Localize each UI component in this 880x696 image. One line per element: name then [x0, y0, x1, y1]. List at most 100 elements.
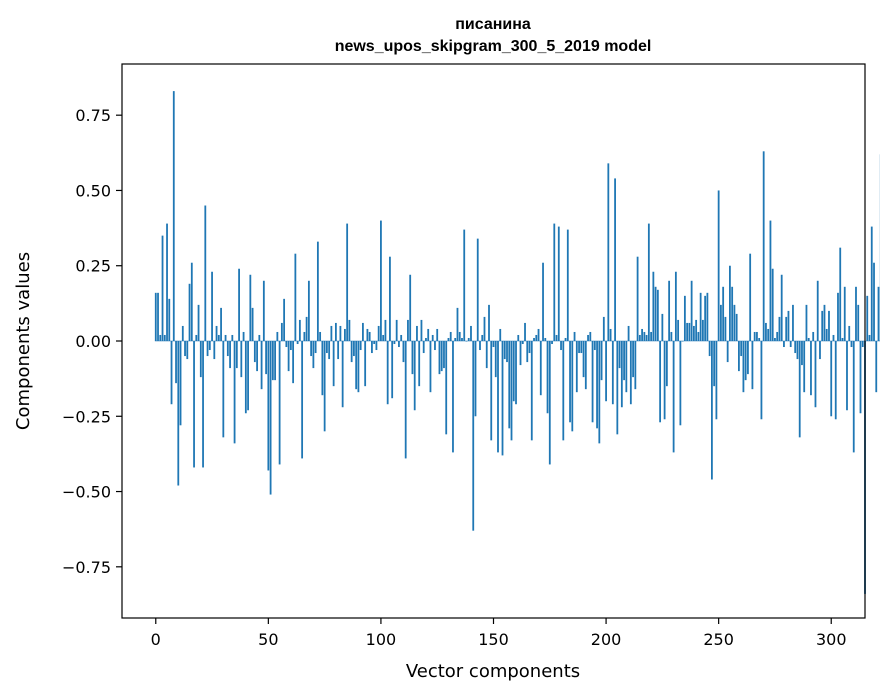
bar [562, 341, 565, 441]
bar [258, 334, 261, 341]
bar [220, 307, 222, 341]
y-tick-label: 0.75 [75, 106, 111, 125]
bar [650, 331, 653, 341]
bar [877, 286, 880, 341]
bar [179, 341, 182, 426]
bar [542, 262, 544, 341]
bar [765, 322, 767, 341]
bar [362, 322, 364, 341]
bar [738, 341, 740, 372]
bar [701, 319, 704, 341]
bar [267, 341, 270, 471]
bar [157, 292, 159, 341]
bar [508, 341, 511, 429]
bar [747, 341, 749, 375]
bar [634, 341, 637, 390]
bar [256, 341, 258, 372]
bar [643, 331, 646, 341]
bar [832, 334, 835, 341]
bar [735, 313, 738, 341]
bar [726, 341, 729, 363]
bar [222, 341, 225, 438]
bar [359, 341, 362, 351]
bar [798, 341, 801, 438]
bar [301, 341, 304, 459]
bar [368, 331, 371, 341]
bar [589, 331, 592, 341]
bar [328, 341, 331, 360]
bar [546, 341, 549, 414]
bar [843, 286, 846, 341]
bar [575, 341, 578, 393]
bar [665, 341, 668, 387]
bar [704, 295, 707, 341]
bar [425, 337, 427, 341]
bar [253, 341, 256, 363]
bar [314, 341, 317, 354]
bar [402, 341, 405, 363]
bar [217, 334, 220, 341]
bar [623, 341, 625, 381]
bar [177, 341, 180, 486]
bar [771, 268, 774, 341]
bar [483, 316, 486, 341]
bar [573, 331, 576, 341]
bar [208, 341, 211, 351]
bar [321, 341, 324, 396]
bar [438, 341, 441, 375]
bar [580, 341, 583, 354]
bar [515, 341, 517, 405]
bar [172, 91, 175, 341]
bar [454, 337, 457, 341]
bar [557, 226, 560, 341]
bar [506, 341, 508, 363]
bar [875, 341, 878, 393]
bar [602, 316, 605, 341]
bar [796, 341, 799, 360]
bar [467, 337, 470, 341]
bar [357, 341, 360, 393]
bar [456, 307, 459, 341]
bar [197, 304, 200, 341]
bar [231, 334, 234, 341]
bar [348, 319, 351, 341]
bar [436, 328, 439, 341]
bar [598, 341, 601, 444]
bar [226, 341, 229, 357]
bar [870, 226, 873, 341]
y-tick-label: −0.75 [62, 558, 111, 577]
bar [670, 331, 673, 341]
bar [380, 220, 382, 341]
bar [166, 223, 168, 341]
bar [672, 341, 675, 453]
bar [413, 341, 416, 411]
chart-subtitle: news_upos_skipgram_300_5_2019 model [335, 38, 652, 55]
bar [733, 304, 736, 341]
bar [850, 341, 853, 348]
bar [377, 325, 380, 341]
bar [828, 310, 830, 341]
bar [474, 341, 477, 417]
bar [528, 341, 531, 354]
bar [431, 334, 434, 341]
bar [803, 341, 806, 393]
bar [494, 341, 497, 378]
bar [213, 341, 216, 360]
bar [720, 304, 722, 341]
bar [814, 341, 817, 408]
bar [873, 262, 875, 341]
bar [654, 286, 657, 341]
bar [584, 341, 587, 390]
x-tick-label: 200 [591, 630, 622, 649]
bar [774, 337, 776, 341]
bar [458, 331, 461, 341]
x-tick-label: 50 [258, 630, 278, 649]
bar [823, 304, 826, 341]
bar [434, 341, 436, 351]
bar [627, 325, 630, 341]
bar [812, 331, 815, 341]
bar [780, 274, 783, 341]
bar [656, 289, 659, 341]
bar [695, 319, 698, 341]
bar [792, 304, 794, 341]
